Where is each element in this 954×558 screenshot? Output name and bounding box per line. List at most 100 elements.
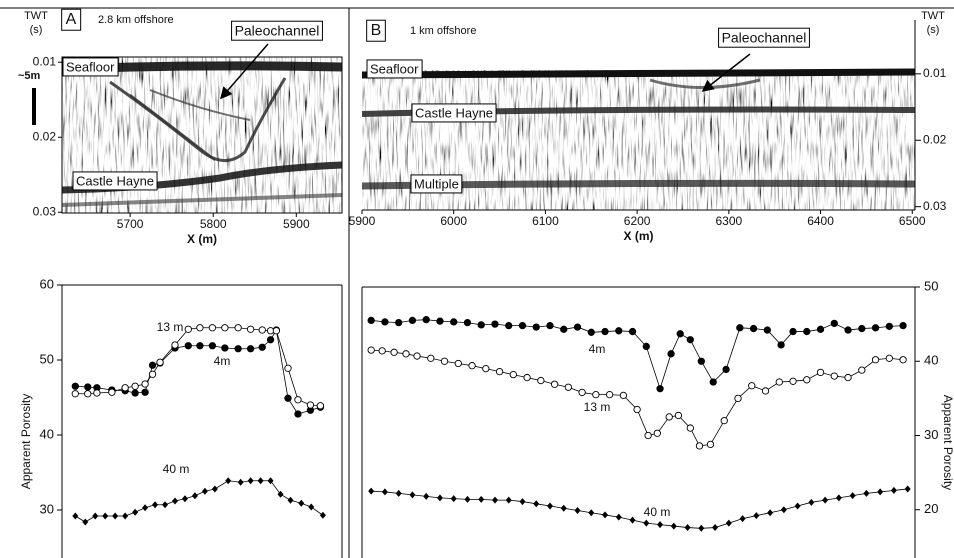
x-tick-label: 5700: [117, 217, 144, 231]
data-point: [162, 501, 169, 509]
series-label: 4m: [214, 354, 231, 368]
annotation-arrow: [701, 53, 751, 92]
data-point: [436, 494, 443, 502]
data-point: [246, 345, 255, 353]
data-point: [368, 487, 375, 495]
data-point: [132, 508, 139, 516]
y-tick-label: 0.01: [33, 54, 57, 68]
data-point: [684, 524, 691, 532]
data-point: [532, 323, 540, 331]
data-point: [546, 321, 554, 330]
data-point: [518, 321, 527, 330]
data-point: [258, 326, 266, 334]
data-point: [890, 486, 897, 494]
panel-subtitle: 2.8 km offshore: [98, 14, 174, 26]
y-axis-label: TWT: [921, 10, 945, 22]
panel-label: B: [371, 22, 382, 39]
series-line: [371, 488, 908, 529]
data-point: [753, 512, 760, 520]
panel-label: A: [66, 11, 77, 28]
data-point: [816, 325, 825, 333]
data-point: [71, 382, 79, 390]
data-point: [706, 440, 715, 449]
data-point: [642, 342, 650, 351]
annotation-arrow: [220, 43, 269, 100]
data-point: [712, 524, 719, 532]
data-point: [550, 380, 559, 388]
data-point: [208, 324, 217, 332]
data-point: [148, 361, 157, 369]
data-point: [830, 319, 838, 328]
y-tick-label: 50: [40, 351, 54, 366]
data-point: [450, 318, 458, 326]
data-point: [436, 317, 444, 325]
data-point: [720, 416, 728, 425]
data-point: [686, 336, 694, 344]
data-point: [491, 496, 498, 504]
data-point: [316, 402, 325, 410]
data-point: [409, 491, 416, 499]
annotation: Seafloor: [66, 59, 115, 74]
data-point: [402, 350, 410, 358]
data-point: [653, 429, 661, 437]
data-point: [871, 324, 880, 332]
data-point: [247, 477, 254, 485]
y-axis-label: Apparent Porosity: [941, 395, 954, 490]
data-point: [803, 376, 811, 384]
x-tick-label: 6100: [532, 214, 559, 228]
data-point: [523, 373, 531, 382]
x-axis-label: X (m): [624, 229, 654, 243]
data-point: [477, 321, 485, 329]
y-axis-label: TWT: [24, 10, 48, 22]
data-point: [319, 511, 326, 519]
y-tick-label: 0.01: [923, 66, 947, 80]
data-point: [767, 509, 774, 517]
data-point: [482, 365, 490, 373]
data-point: [789, 377, 797, 385]
data-point: [156, 358, 164, 366]
data-point: [171, 497, 178, 505]
data-point: [423, 492, 430, 500]
data-point: [152, 501, 159, 509]
data-point: [408, 316, 417, 325]
data-point: [267, 477, 274, 485]
data-point: [674, 411, 683, 420]
x-tick-label: 6300: [715, 214, 742, 228]
data-point: [422, 316, 430, 324]
data-point: [749, 324, 758, 333]
series-line: [371, 349, 904, 447]
data-point: [519, 498, 526, 506]
data-point: [148, 370, 157, 378]
data-point: [709, 378, 717, 386]
data-point: [277, 490, 284, 498]
y-tick-label: 0.02: [923, 132, 947, 146]
data-point: [478, 495, 485, 503]
data-point: [904, 485, 911, 493]
data-point: [131, 389, 139, 397]
data-point: [560, 325, 568, 333]
data-point: [605, 391, 614, 399]
data-point: [122, 512, 129, 520]
y-tick-label: 40: [924, 353, 938, 368]
data-point: [601, 327, 609, 336]
data-point: [643, 519, 650, 527]
y-tick-label: 0.03: [923, 199, 947, 213]
data-point: [695, 442, 704, 450]
data-point: [93, 389, 101, 397]
label-box: [410, 174, 463, 194]
data-point: [395, 489, 402, 497]
annotation: Seafloor: [370, 61, 419, 76]
data-point: [537, 376, 545, 385]
data-point: [775, 378, 783, 386]
data-point: [84, 383, 92, 391]
data-point: [234, 345, 242, 353]
data-point: [899, 321, 907, 330]
data-point: [863, 489, 870, 497]
data-point: [858, 366, 866, 374]
data-point: [734, 394, 742, 403]
data-point: [184, 325, 192, 333]
data-point: [71, 390, 79, 398]
y-axis-label: Apparent Porosity: [19, 394, 33, 489]
data-point: [578, 388, 586, 397]
label-box: [61, 8, 82, 31]
